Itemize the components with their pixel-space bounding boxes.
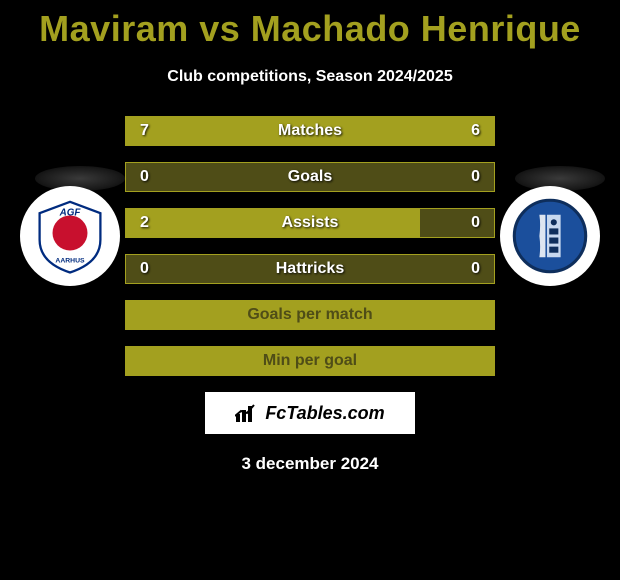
stat-label: Assists bbox=[126, 214, 494, 232]
svg-text:AARHUS: AARHUS bbox=[55, 258, 85, 265]
club-right-logo bbox=[512, 198, 588, 274]
svg-text:AGF: AGF bbox=[59, 207, 82, 218]
page-subtitle: Club competitions, Season 2024/2025 bbox=[0, 68, 620, 86]
main-area: AGF AARHUS 76Matches 00Goals 20Assists 00Ha… bbox=[0, 116, 620, 376]
stat-label: Hattricks bbox=[126, 260, 494, 278]
page-title: Maviram vs Machado Henrique bbox=[0, 0, 620, 50]
stat-row: 76Matches bbox=[125, 116, 495, 146]
watermark: FcTables.com bbox=[205, 392, 415, 434]
stat-row: 20Assists bbox=[125, 208, 495, 238]
stat-label: Goals bbox=[126, 168, 494, 186]
stat-label: Goals per match bbox=[126, 306, 494, 324]
club-left-wrap: AGF AARHUS bbox=[20, 161, 120, 261]
club-left-logo: AGF AARHUS bbox=[32, 198, 108, 274]
stat-row: Goals per match bbox=[125, 300, 495, 330]
club-right-wrap bbox=[500, 161, 600, 261]
stat-label: Min per goal bbox=[126, 352, 494, 370]
watermark-text: FcTables.com bbox=[265, 403, 384, 424]
stat-row: 00Hattricks bbox=[125, 254, 495, 284]
club-badge-right bbox=[500, 186, 600, 286]
date-line: 3 december 2024 bbox=[0, 454, 620, 474]
club-badge-left: AGF AARHUS bbox=[20, 186, 120, 286]
stat-label: Matches bbox=[126, 122, 494, 140]
stat-row: Min per goal bbox=[125, 346, 495, 376]
stat-row: 00Goals bbox=[125, 162, 495, 192]
chart-icon bbox=[235, 404, 259, 422]
stats-column: 76Matches 00Goals 20Assists 00Hattricks Goal… bbox=[125, 116, 495, 376]
